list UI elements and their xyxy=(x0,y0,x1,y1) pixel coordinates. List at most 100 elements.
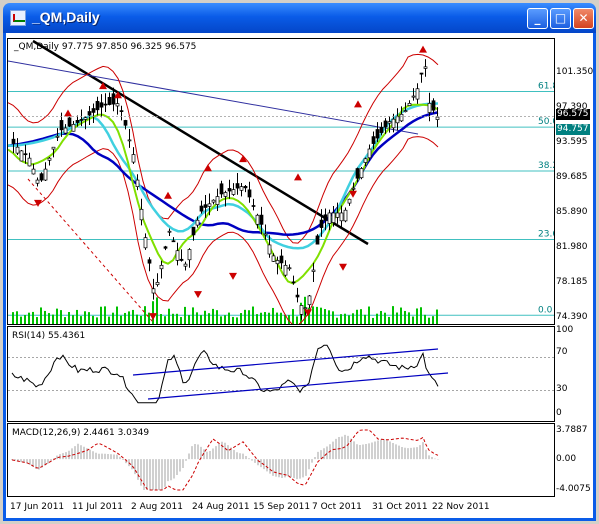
fib-level-label: 50.0 xyxy=(538,117,554,127)
candle-body xyxy=(203,204,208,208)
candle-body xyxy=(327,212,332,224)
volume-bar xyxy=(416,308,418,324)
candle-body xyxy=(183,263,188,267)
volume-bar xyxy=(204,310,206,324)
candle-body xyxy=(47,157,52,161)
candle-body xyxy=(107,97,112,105)
candle-body xyxy=(255,214,260,225)
candle-body xyxy=(75,119,80,123)
candle-body xyxy=(231,189,236,195)
volume-bar xyxy=(216,310,218,324)
fractal-arrow xyxy=(229,272,237,280)
volume-bar xyxy=(380,310,382,324)
candle-body xyxy=(291,281,296,284)
rsi-line xyxy=(11,344,439,404)
volume-bar xyxy=(232,316,234,324)
rsi-axis-label: 70 xyxy=(556,347,568,357)
price-axis-label: 101.350 xyxy=(556,67,594,77)
volume-bar xyxy=(40,307,42,324)
volume-bar xyxy=(392,306,394,324)
fractal-arrow xyxy=(304,309,312,317)
rsi-pane[interactable] xyxy=(7,326,555,422)
candle-body xyxy=(299,305,304,315)
volume-bar xyxy=(236,317,238,324)
macd-pane[interactable] xyxy=(7,423,555,497)
volume-bar xyxy=(152,301,154,324)
price-axis-label: 74.390 xyxy=(556,312,588,322)
candle-body xyxy=(195,219,200,226)
fractal-arrow xyxy=(204,164,212,172)
volume-bar xyxy=(264,312,266,324)
volume-bar xyxy=(412,316,414,324)
candle-body xyxy=(223,192,228,197)
volume-bar xyxy=(296,316,298,324)
fib-level-label: 0.0 xyxy=(538,305,553,315)
candle-body xyxy=(351,187,356,190)
volume-bar xyxy=(128,311,130,324)
volume-bar xyxy=(384,312,386,324)
date-axis-label: 2 Aug 2011 xyxy=(131,502,183,512)
volume-bar xyxy=(176,313,178,324)
volume-bar xyxy=(328,310,330,324)
fib-level-label: 38.2 xyxy=(538,161,554,171)
volume-bar xyxy=(360,309,362,324)
rsi-lower-trendline xyxy=(147,372,449,400)
candle-body xyxy=(139,208,144,221)
price-chart-canvas: 61.8 50.0 38.2 23.6 0.0 xyxy=(8,39,554,324)
rsi-axis-label: 100 xyxy=(556,325,574,335)
candle-body xyxy=(83,117,88,120)
chart-window-icon xyxy=(10,10,26,26)
candle-body xyxy=(395,116,400,124)
candle-body xyxy=(383,120,388,128)
candle-body xyxy=(143,237,148,249)
candle-body xyxy=(11,138,16,144)
candle-body xyxy=(171,240,176,243)
volume-bar xyxy=(408,312,410,324)
candle-body xyxy=(411,95,416,98)
title-bar[interactable]: _QM,Daily _ □ ✕ xyxy=(3,3,596,33)
candle-body xyxy=(91,108,96,113)
price-chart-pane[interactable]: 61.8 50.0 38.2 23.6 0.0 xyxy=(7,38,555,325)
minimize-button[interactable]: _ xyxy=(527,8,548,29)
volume-bar xyxy=(200,315,202,324)
volume-bar xyxy=(256,314,258,324)
fractal-arrow xyxy=(239,155,247,163)
volume-bar xyxy=(244,309,246,324)
volume-bar xyxy=(100,306,102,324)
volume-bar xyxy=(172,313,174,324)
rsi-info-label: RSI(14) 55.4361 xyxy=(12,331,86,341)
fractal-arrow xyxy=(64,109,72,117)
close-button[interactable]: ✕ xyxy=(573,8,594,29)
candle-body xyxy=(391,118,396,129)
candle-body xyxy=(119,110,124,112)
candle-body xyxy=(243,186,248,189)
candle-body xyxy=(323,214,328,221)
volume-bar xyxy=(136,314,138,324)
candle-body xyxy=(19,150,24,162)
volume-bar xyxy=(104,306,106,324)
volume-bar xyxy=(436,309,438,324)
volume-bar xyxy=(16,311,18,324)
volume-bar xyxy=(276,312,278,324)
volume-bar xyxy=(72,315,74,324)
volume-bar xyxy=(280,312,282,324)
volume-bar xyxy=(188,315,190,324)
volume-bar xyxy=(124,312,126,324)
candle-body xyxy=(187,249,192,261)
fractal-arrow xyxy=(164,191,172,199)
fib-level-label: 23.6 xyxy=(538,229,554,239)
maximize-button[interactable]: □ xyxy=(550,8,571,29)
volume-bar xyxy=(284,314,286,324)
candle-body xyxy=(55,135,60,138)
candle-body xyxy=(415,88,420,100)
window-title: _QM,Daily xyxy=(32,9,100,25)
date-axis-label: 24 Aug 2011 xyxy=(192,502,250,512)
candle-body xyxy=(363,158,368,163)
candle-body xyxy=(175,250,180,261)
volume-bar xyxy=(292,309,294,324)
fractal-arrow xyxy=(99,82,107,90)
volume-bar xyxy=(44,310,46,324)
downtrend-line xyxy=(32,39,369,246)
candle-body xyxy=(247,189,252,198)
volume-bar xyxy=(12,312,14,324)
